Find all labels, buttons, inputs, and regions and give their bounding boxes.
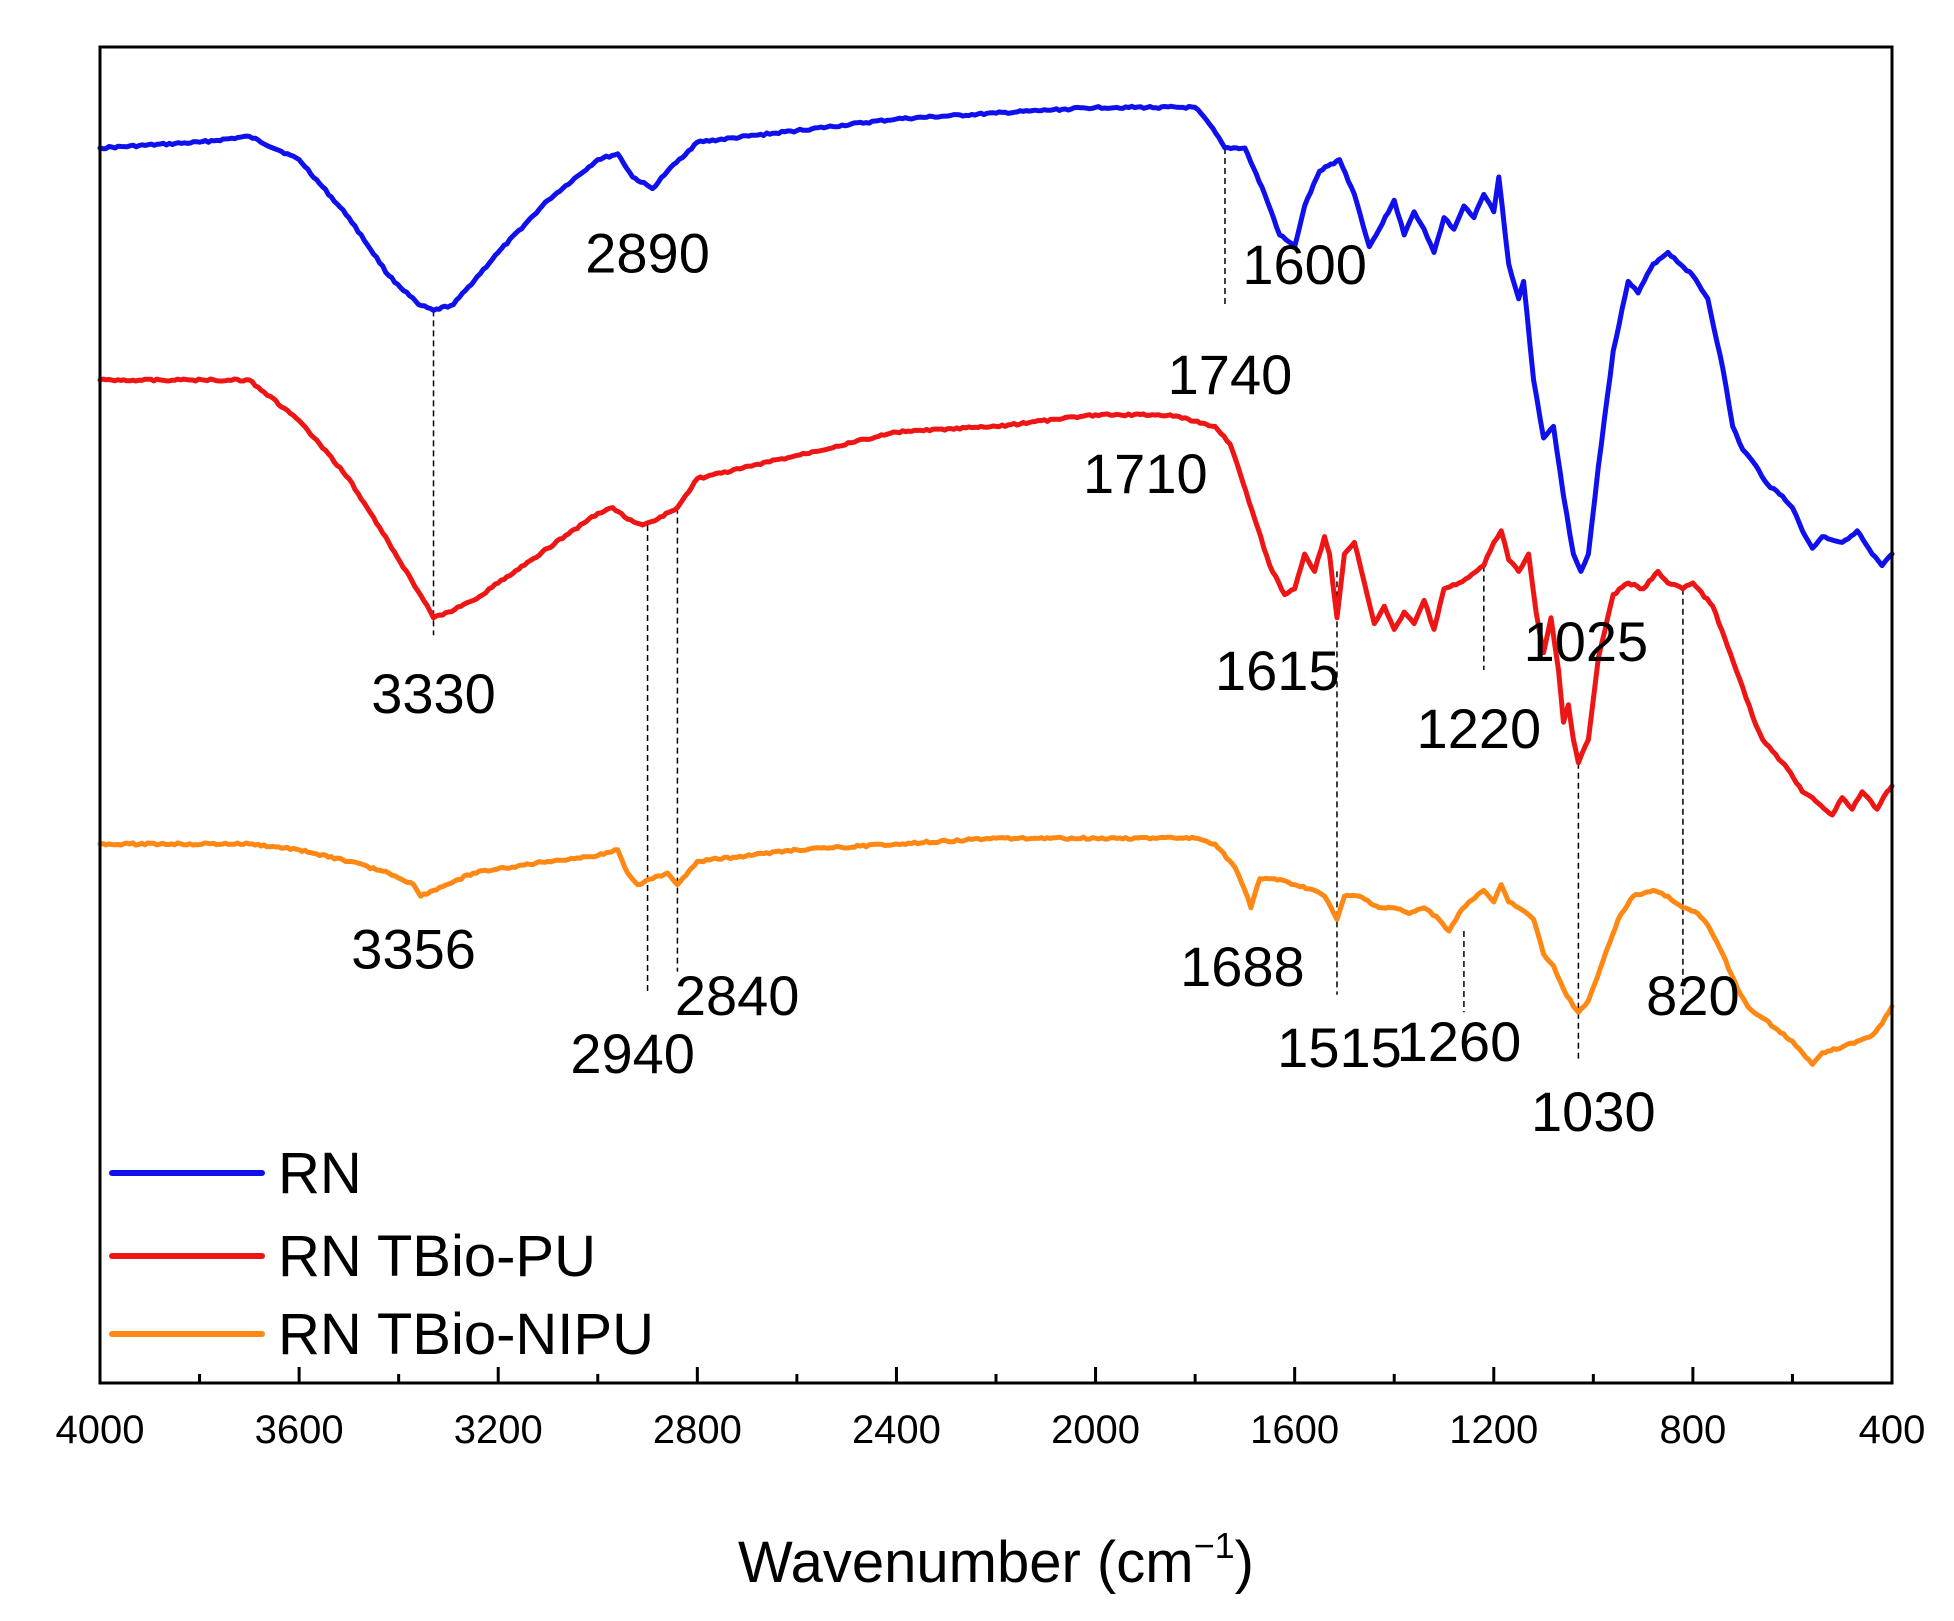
series-line-2 [97, 376, 1895, 818]
peak-dash-lines [432, 148, 1684, 1059]
peak-label-1220: 1220 [1417, 697, 1542, 760]
peak-label-1025: 1025 [1524, 610, 1649, 673]
legend-label-2: RN TBio-PU [278, 1224, 596, 1289]
x-tick-label-2400: 2400 [852, 1408, 941, 1452]
series-layer [97, 103, 1895, 1067]
x-tick-label-800: 800 [1660, 1408, 1727, 1452]
x-tick-label-1200: 1200 [1449, 1408, 1538, 1452]
x-tick-label-3600: 3600 [255, 1408, 344, 1452]
x-tick-label-3200: 3200 [454, 1408, 543, 1452]
series-line-3 [97, 834, 1895, 1067]
peak-label-2890: 2890 [585, 221, 710, 284]
x-tick-label-400: 400 [1859, 1408, 1926, 1452]
x-tick-label-2000: 2000 [1051, 1408, 1140, 1452]
peak-label-2840: 2840 [675, 964, 800, 1027]
peak-label-1515: 1515 [1277, 1016, 1402, 1079]
peak-label-820: 820 [1646, 964, 1739, 1027]
legend: RN RN TBio-PU RN TBio-NIPU [109, 1141, 654, 1367]
peak-label-1688: 1688 [1180, 935, 1305, 998]
peak-label-1615: 1615 [1215, 639, 1340, 702]
peak-labels: 3330 2890 1600 1740 1025 1710 1615 1220 3356 2940… [351, 221, 1739, 1142]
legend-label-3: RN TBio-NIPU [278, 1302, 654, 1367]
peak-label-2940: 2940 [570, 1022, 695, 1085]
peak-label-1600: 1600 [1242, 233, 1367, 296]
x-axis-title: Wavenumber (cm−1) [738, 1525, 1254, 1595]
x-tick-label-2800: 2800 [653, 1408, 742, 1452]
legend-label-1: RN [278, 1141, 362, 1206]
peak-label-3330: 3330 [371, 662, 496, 725]
peak-label-1030: 1030 [1531, 1080, 1656, 1143]
x-tick-label-4000: 4000 [56, 1408, 145, 1452]
x-axis-title-superscript: −1 [1194, 1525, 1235, 1566]
x-axis-ticks: 4000 3600 3200 2800 2400 2000 1600 1200 800 400 [56, 1367, 1926, 1452]
peak-label-1710: 1710 [1083, 442, 1208, 505]
x-tick-label-1600: 1600 [1250, 1408, 1339, 1452]
peak-label-1740: 1740 [1168, 343, 1293, 406]
peak-label-1260: 1260 [1397, 1010, 1522, 1073]
peak-label-3356: 3356 [351, 917, 476, 980]
series-line-1 [97, 103, 1895, 574]
